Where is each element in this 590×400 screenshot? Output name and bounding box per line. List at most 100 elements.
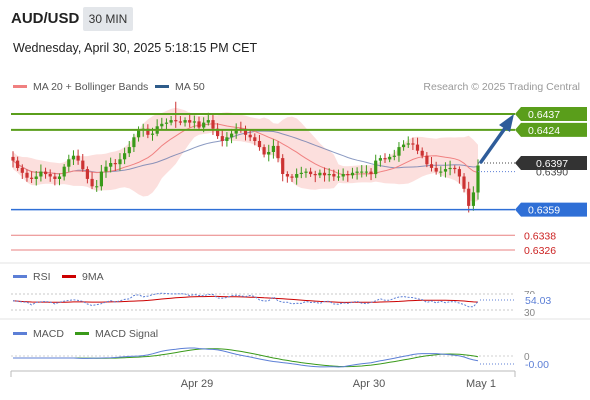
candle-body: [206, 120, 210, 123]
candle-body: [397, 147, 401, 156]
candle: [429, 157, 434, 172]
candle-body: [178, 121, 182, 123]
candle: [467, 181, 471, 213]
candle: [62, 164, 66, 181]
candle: [53, 172, 57, 186]
resistance-tag-r2: [515, 122, 587, 137]
bollinger-layer: [13, 107, 478, 203]
candle: [178, 116, 182, 126]
candle-body: [81, 160, 85, 170]
candle: [388, 153, 392, 163]
current-price-label: 0.6397: [536, 158, 568, 170]
candle: [11, 151, 15, 168]
candle: [318, 169, 322, 179]
candle-body: [20, 167, 24, 173]
x-tick-label-may1: May 1: [466, 378, 496, 390]
ma50-legend-label: MA 50: [175, 81, 205, 93]
candle-body: [183, 120, 187, 123]
rsi-ma-legend-swatch: [62, 275, 76, 278]
rsi-value-label: 54.03: [525, 295, 551, 307]
candle: [211, 113, 215, 135]
candle-body: [318, 172, 322, 176]
candle-body: [425, 155, 429, 165]
candle: [113, 159, 117, 172]
candle-body: [174, 120, 178, 122]
candle: [257, 134, 262, 151]
candle-body: [429, 164, 434, 168]
candle-body: [285, 174, 289, 177]
candle-body: [160, 123, 164, 127]
candle: [276, 141, 280, 163]
macd-value-label: -0.00: [525, 359, 549, 371]
support-label-s3: 0.6326: [524, 245, 556, 257]
symbol-title: AUD/USD: [11, 10, 80, 27]
candle-body: [44, 171, 48, 175]
macd-signal-legend-swatch: [75, 332, 89, 335]
candle-body: [95, 186, 99, 188]
candle: [350, 167, 355, 179]
candle: [95, 180, 99, 192]
candle-body: [309, 171, 313, 175]
candle-body: [48, 174, 52, 177]
candle: [30, 171, 34, 184]
candle-body: [146, 128, 150, 135]
candle: [411, 137, 415, 151]
candle: [188, 112, 192, 128]
bollinger-band: [13, 107, 478, 203]
candle-body: [253, 137, 257, 141]
candle-body: [467, 188, 471, 206]
candle-body: [448, 167, 452, 170]
candle: [67, 154, 71, 172]
macd-zero-label: 0: [524, 352, 530, 363]
candle-body: [290, 176, 294, 178]
candle: [90, 172, 94, 190]
candle-body: [392, 155, 396, 157]
candle: [85, 166, 89, 184]
ma50-legend-swatch: [155, 85, 169, 88]
timeframe-badge[interactable]: 30 MIN: [83, 7, 133, 31]
candle: [462, 173, 466, 193]
candle-body: [230, 133, 234, 138]
macd-legend-label: MACD: [33, 328, 64, 340]
candle-body: [457, 169, 461, 177]
candle-body: [336, 176, 341, 178]
candle-body: [90, 178, 94, 187]
candle: [383, 153, 387, 164]
candle-body: [299, 172, 303, 174]
candle-body: [104, 166, 108, 172]
candle-body: [383, 158, 387, 160]
candle: [471, 186, 475, 211]
candle-body: [132, 137, 136, 148]
candle-body: [164, 122, 169, 124]
candle: [57, 173, 62, 186]
candle: [253, 133, 257, 146]
candle: [34, 171, 38, 186]
resistance-tag-r1: [515, 107, 587, 121]
candle: [71, 150, 76, 165]
candle: [299, 166, 303, 179]
candle: [123, 147, 127, 165]
resistance-label-r1: 0.6437: [528, 109, 560, 121]
candle-body: [462, 176, 466, 189]
candle: [160, 117, 164, 130]
support-label-s1: 0.6359: [528, 205, 560, 217]
candle-body: [350, 172, 355, 176]
candle-body: [453, 167, 457, 170]
candle: [118, 153, 122, 171]
candle: [434, 161, 438, 175]
candle-body: [341, 174, 345, 177]
candle: [183, 117, 187, 127]
candle-body: [34, 176, 38, 179]
candle-body: [211, 120, 215, 129]
candle: [192, 115, 196, 129]
candle: [104, 160, 108, 178]
candle-body: [67, 159, 71, 167]
candle-body: [76, 155, 80, 161]
forecast-arrow: [479, 114, 514, 164]
macd-signal-line: [13, 348, 479, 368]
candle: [374, 154, 378, 179]
candle: [225, 132, 229, 147]
